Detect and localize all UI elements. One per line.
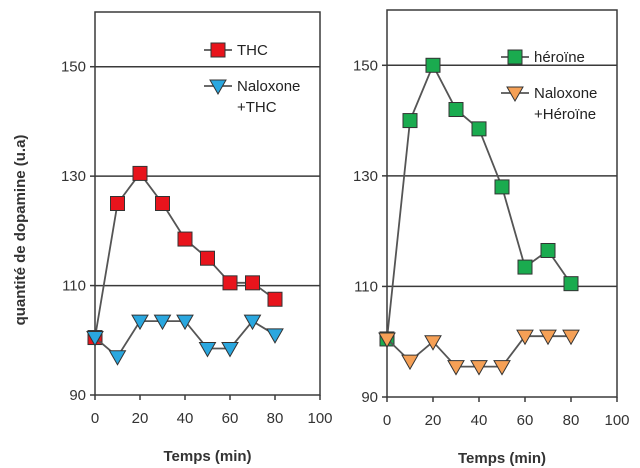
data-point — [110, 196, 125, 211]
legend-marker — [507, 49, 523, 65]
data-point — [243, 314, 262, 331]
x-tick-label: 20 — [425, 412, 442, 429]
data-point — [177, 231, 193, 247]
x-tick-label: 0 — [383, 412, 391, 429]
legend-entry-2: Naloxone +Héroïne — [501, 85, 597, 123]
data-point — [563, 276, 579, 292]
data-point — [401, 354, 419, 371]
series-2 — [378, 329, 580, 376]
x-tick-label: 60 — [222, 410, 239, 427]
data-point — [378, 332, 396, 348]
y-axis-label: quantité de dopamine (u.a) — [12, 135, 29, 326]
legend-label: Naloxone — [534, 85, 597, 102]
series-2 — [86, 314, 284, 366]
data-point — [516, 329, 534, 346]
data-point — [86, 331, 104, 347]
data-point — [200, 250, 215, 266]
chart-panel-1: 90 110 130 150 0 20 40 60 80 100 Temps (min) THC Nal… — [61, 11, 333, 465]
plot-frame — [386, 9, 618, 398]
x-tick-label: 20 — [132, 410, 149, 427]
data-point — [540, 242, 556, 258]
data-point — [471, 121, 487, 137]
x-tick-label: 40 — [177, 410, 194, 427]
data-point — [266, 328, 284, 344]
x-tick-label: 60 — [517, 412, 534, 429]
legend-label: +Héroïne — [534, 106, 596, 123]
x-tick-label: 40 — [471, 412, 488, 429]
data-point — [245, 275, 260, 291]
data-point — [108, 350, 127, 366]
data-point — [447, 360, 465, 376]
series-1 — [87, 165, 283, 346]
data-point — [198, 341, 217, 358]
x-tick-label: 0 — [91, 410, 99, 427]
y-tick-label: 110 — [354, 278, 378, 295]
data-point — [267, 291, 283, 307]
legend-marker — [210, 42, 226, 58]
data-point — [424, 335, 442, 351]
legend-label: Naloxone — [237, 78, 300, 95]
y-tick-label: 90 — [69, 387, 86, 404]
data-point — [493, 360, 511, 376]
data-point — [222, 275, 238, 291]
data-point — [221, 341, 239, 358]
data-point — [470, 360, 488, 376]
data-point — [448, 102, 464, 118]
x-tick-label: 100 — [307, 410, 332, 427]
data-point — [562, 329, 580, 346]
x-tick-label: 80 — [563, 412, 580, 429]
x-tick-label: 100 — [604, 412, 629, 429]
legend-entry-1: THC — [204, 42, 268, 59]
y-tick-label: 150 — [353, 57, 378, 74]
data-point — [539, 329, 557, 346]
y-tick-label: 90 — [361, 389, 378, 406]
data-point — [425, 57, 441, 73]
data-point — [494, 179, 510, 195]
data-point — [131, 314, 149, 331]
legend-label: +THC — [237, 99, 277, 116]
y-tick-label: 110 — [62, 278, 86, 295]
series-1 — [379, 57, 579, 347]
legend-entry-1: héroïne — [501, 49, 585, 66]
x-axis-label: Temps (min) — [458, 450, 546, 467]
data-point — [517, 259, 533, 275]
data-point — [155, 196, 170, 211]
y-tick-label: 150 — [61, 59, 86, 76]
legend-label: héroïne — [534, 49, 585, 66]
x-tick-label: 80 — [267, 410, 284, 427]
data-point — [132, 165, 148, 181]
x-axis-label: Temps (min) — [163, 448, 251, 465]
legend-marker — [209, 79, 227, 96]
data-point — [402, 113, 418, 129]
legend-entry-2: Naloxone +THC — [204, 78, 300, 116]
legend-marker — [506, 86, 524, 103]
plot-frame — [94, 11, 321, 396]
y-tick-label: 130 — [61, 168, 86, 185]
y-tick-label: 130 — [353, 168, 378, 185]
legend-label: THC — [237, 42, 268, 59]
data-point — [153, 314, 172, 331]
data-point — [176, 314, 194, 331]
chart-panel-2: 90 110 130 150 0 20 40 60 80 100 Temps (min) héroïn… — [353, 9, 630, 467]
